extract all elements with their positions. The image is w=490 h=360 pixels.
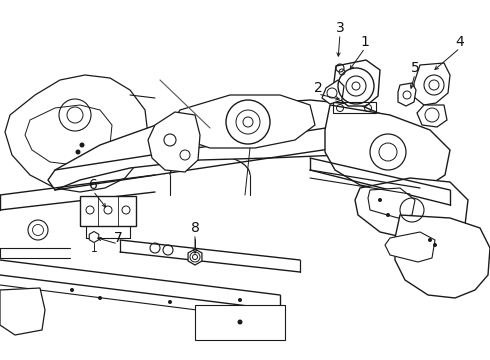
Polygon shape bbox=[398, 83, 416, 106]
Circle shape bbox=[75, 149, 80, 154]
Circle shape bbox=[98, 296, 102, 300]
Polygon shape bbox=[368, 188, 415, 218]
Text: 8: 8 bbox=[191, 221, 199, 235]
Text: 4: 4 bbox=[456, 35, 465, 49]
Polygon shape bbox=[48, 100, 395, 190]
Circle shape bbox=[70, 288, 74, 292]
Text: 7: 7 bbox=[114, 231, 122, 245]
Polygon shape bbox=[89, 231, 99, 243]
Circle shape bbox=[386, 213, 390, 217]
Circle shape bbox=[378, 198, 382, 202]
Polygon shape bbox=[5, 75, 148, 192]
Polygon shape bbox=[414, 63, 450, 105]
Circle shape bbox=[79, 143, 84, 148]
Circle shape bbox=[238, 320, 243, 324]
Polygon shape bbox=[395, 215, 490, 298]
Text: 5: 5 bbox=[411, 61, 419, 75]
Polygon shape bbox=[385, 232, 435, 262]
Polygon shape bbox=[0, 288, 45, 335]
Polygon shape bbox=[417, 105, 447, 127]
Polygon shape bbox=[188, 249, 202, 265]
Polygon shape bbox=[325, 105, 450, 192]
Polygon shape bbox=[80, 196, 136, 226]
Text: 1: 1 bbox=[361, 35, 369, 49]
Polygon shape bbox=[322, 80, 344, 104]
Circle shape bbox=[238, 298, 242, 302]
Polygon shape bbox=[172, 95, 315, 148]
Circle shape bbox=[193, 255, 197, 260]
Polygon shape bbox=[355, 178, 468, 240]
Circle shape bbox=[243, 117, 253, 127]
Text: 2: 2 bbox=[314, 81, 322, 95]
Circle shape bbox=[428, 238, 432, 242]
Text: 6: 6 bbox=[89, 178, 98, 192]
Polygon shape bbox=[334, 60, 380, 106]
Circle shape bbox=[168, 300, 172, 304]
Text: 3: 3 bbox=[336, 21, 344, 35]
Polygon shape bbox=[148, 112, 200, 172]
Circle shape bbox=[433, 243, 437, 247]
Polygon shape bbox=[25, 105, 112, 165]
Polygon shape bbox=[195, 305, 285, 340]
